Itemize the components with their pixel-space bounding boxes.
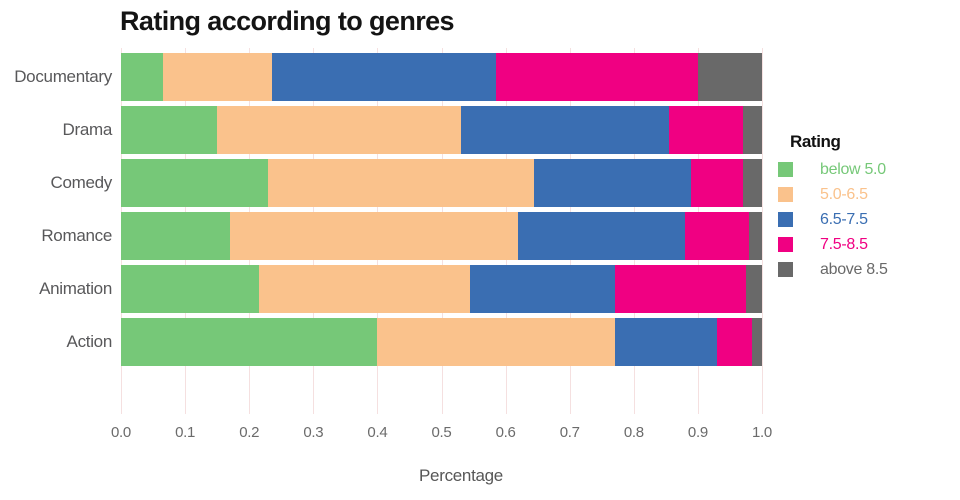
legend-title: Rating [790, 132, 841, 151]
bar-segment-animation-below-5-0 [121, 265, 259, 313]
bar-segment-animation-7-5-8-5 [614, 265, 746, 313]
legend-item-above-8-5: above 8.5 [778, 257, 888, 282]
bar-segment-action-above-8-5 [752, 318, 762, 366]
legend-swatch-7-5-8-5-icon [778, 237, 793, 252]
bar-segment-drama-7-5-8-5 [669, 106, 743, 154]
x-tick-label-0-0: 0.0 [111, 424, 131, 441]
bar-animation [121, 265, 762, 313]
y-label-comedy: Comedy [50, 173, 112, 192]
bar-segment-comedy-7-5-8-5 [691, 159, 743, 207]
bar-segment-action-6-5-7-5 [614, 318, 718, 366]
legend-label-below-5-0: below 5.0 [820, 160, 886, 178]
gridline-1-0 [762, 48, 763, 414]
bar-segment-romance-5-0-6-5 [229, 212, 519, 260]
bar-segment-action-7-5-8-5 [717, 318, 753, 366]
bar-segment-comedy-below-5-0 [121, 159, 269, 207]
bar-segment-romance-below-5-0 [121, 212, 230, 260]
y-label-documentary: Documentary [14, 67, 112, 86]
bar-segment-drama-5-0-6-5 [217, 106, 461, 154]
x-tick-label-1-0: 1.0 [752, 424, 772, 441]
bar-segment-comedy-6-5-7-5 [534, 159, 692, 207]
bar-segment-animation-5-0-6-5 [258, 265, 471, 313]
x-tick-label-0-9: 0.9 [687, 424, 708, 441]
legend-item-5-0-6-5: 5.0-6.5 [778, 182, 868, 207]
bar-segment-documentary-6-5-7-5 [271, 53, 496, 101]
x-tick-label-0-5: 0.5 [431, 424, 452, 441]
x-tick-label-0-6: 0.6 [495, 424, 516, 441]
bar-drama [121, 106, 762, 154]
bar-segment-romance-above-8-5 [749, 212, 762, 260]
bar-action [121, 318, 762, 366]
bar-documentary [121, 53, 762, 101]
bar-segment-documentary-below-5-0 [121, 53, 163, 101]
y-label-animation: Animation [39, 279, 112, 298]
chart-title: Rating according to genres [120, 6, 455, 36]
x-tick-label-0-3: 0.3 [303, 424, 324, 441]
bar-segment-drama-above-8-5 [742, 106, 762, 154]
legend-label-7-5-8-5: 7.5-8.5 [820, 235, 868, 253]
bar-segment-drama-below-5-0 [121, 106, 218, 154]
x-tick-label-0-1: 0.1 [175, 424, 196, 441]
bar-segment-action-below-5-0 [121, 318, 378, 366]
legend-label-5-0-6-5: 5.0-6.5 [820, 185, 868, 203]
x-axis-title: Percentage [419, 466, 503, 485]
legend-label-6-5-7-5: 6.5-7.5 [820, 210, 868, 228]
bar-segment-romance-7-5-8-5 [685, 212, 750, 260]
x-tick-label-0-8: 0.8 [623, 424, 644, 441]
legend-swatch-6-5-7-5-icon [778, 212, 793, 227]
legend-item-below-5-0: below 5.0 [778, 157, 886, 182]
x-tick-label-0-4: 0.4 [367, 424, 388, 441]
legend-swatch-below-5-0-icon [778, 162, 793, 177]
legend-swatch-5-0-6-5-icon [778, 187, 793, 202]
bar-segment-drama-6-5-7-5 [460, 106, 670, 154]
bar-segment-documentary-5-0-6-5 [162, 53, 272, 101]
y-label-romance: Romance [41, 226, 112, 245]
legend-item-6-5-7-5: 6.5-7.5 [778, 207, 868, 232]
bar-segment-comedy-5-0-6-5 [268, 159, 535, 207]
legend-swatch-above-8-5-icon [778, 262, 793, 277]
x-tick-label-0-2: 0.2 [239, 424, 260, 441]
bar-segment-documentary-7-5-8-5 [495, 53, 698, 101]
bar-segment-romance-6-5-7-5 [518, 212, 686, 260]
bar-segment-action-5-0-6-5 [377, 318, 615, 366]
bar-romance [121, 212, 762, 260]
bar-segment-comedy-above-8-5 [742, 159, 762, 207]
y-label-action: Action [66, 332, 113, 351]
y-label-drama: Drama [62, 120, 112, 139]
legend-label-above-8-5: above 8.5 [820, 260, 888, 278]
bar-segment-animation-above-8-5 [745, 265, 762, 313]
bar-comedy [121, 159, 762, 207]
bar-segment-animation-6-5-7-5 [470, 265, 615, 313]
x-tick-label-0-7: 0.7 [559, 424, 580, 441]
bar-segment-documentary-above-8-5 [697, 53, 762, 101]
legend-item-7-5-8-5: 7.5-8.5 [778, 232, 868, 257]
